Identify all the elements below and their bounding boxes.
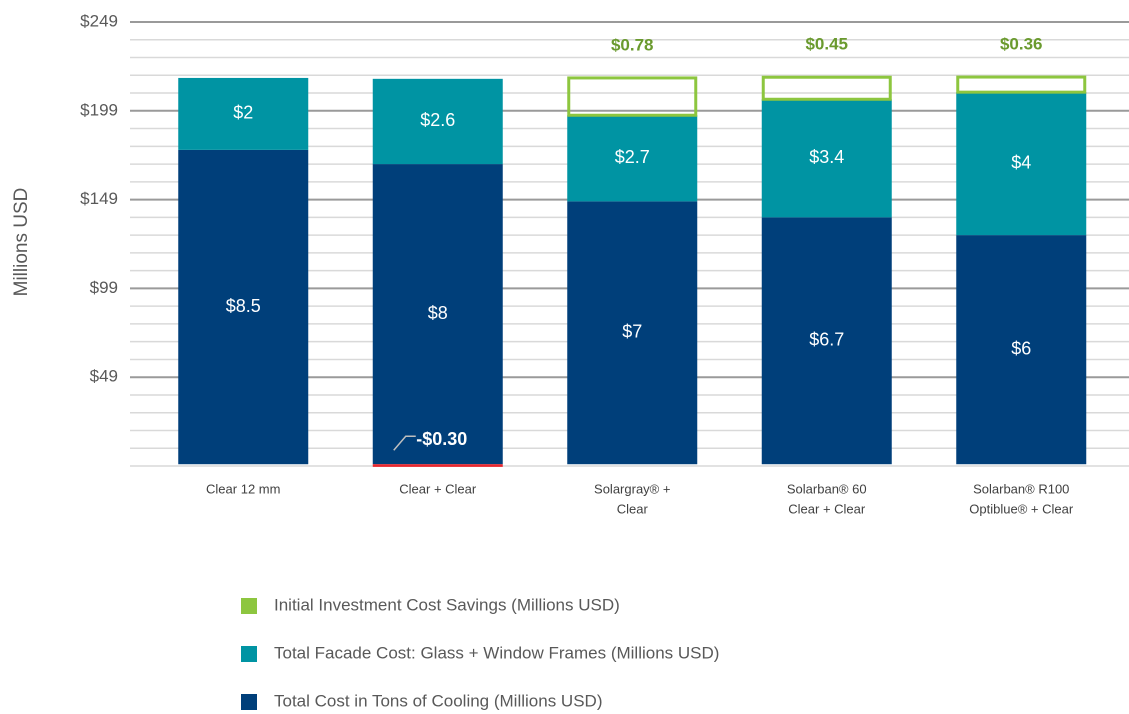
value-label: $2 (233, 103, 253, 123)
bar (761, 217, 892, 465)
y-tick-label: $249 (80, 11, 118, 30)
legend-swatch (241, 598, 257, 614)
savings-bar (761, 75, 892, 101)
value-label: $0.78 (611, 35, 654, 54)
y-tick-label: $99 (90, 278, 118, 297)
bar (567, 115, 698, 202)
bar (761, 99, 892, 218)
negative-savings-bar (372, 464, 503, 467)
value-label: $6 (1011, 338, 1031, 358)
bar (178, 149, 309, 465)
value-label: -$0.30 (416, 429, 467, 449)
savings-bar (956, 75, 1087, 94)
value-label: $4 (1011, 152, 1031, 172)
bar (956, 235, 1087, 465)
x-tick-label: Clear + Clear (788, 501, 866, 516)
legend-label: Total Cost in Tons of Cooling (Millions … (274, 691, 602, 710)
value-label: $8.5 (226, 296, 261, 316)
y-tick-label: $199 (80, 100, 118, 119)
x-tick-label: Solarban® 60 (787, 481, 867, 496)
bar (567, 201, 698, 465)
value-label: $7 (622, 322, 642, 342)
x-tick-label: Clear 12 mm (206, 481, 280, 496)
value-label: $2.7 (615, 147, 650, 167)
legend-label: Initial Investment Cost Savings (Million… (274, 595, 620, 614)
x-tick-label: Clear + Clear (399, 481, 477, 496)
value-label: $0.45 (805, 35, 848, 54)
y-tick-label: $149 (80, 189, 118, 208)
value-label: $6.7 (809, 330, 844, 350)
legend-label: Total Facade Cost: Glass + Window Frames… (274, 643, 719, 662)
bar (178, 77, 309, 150)
leader-line (393, 435, 416, 451)
y-axis-label: Millions USD (11, 188, 32, 297)
x-tick-label: Solarban® R100 (973, 481, 1069, 496)
value-label: $0.36 (1000, 35, 1043, 54)
value-label: $3.4 (809, 147, 844, 167)
x-tick-label: Clear (617, 501, 649, 516)
bar (956, 92, 1087, 236)
y-tick-label: $49 (90, 367, 118, 386)
value-label: $2.6 (420, 110, 455, 130)
legend-swatch (241, 694, 257, 710)
value-label: $8 (428, 303, 448, 323)
bar (372, 164, 503, 465)
x-tick-label: Optiblue® + Clear (969, 501, 1074, 516)
x-tick-label: Solargray® + (594, 481, 670, 496)
bar (372, 78, 503, 165)
savings-bar (567, 76, 698, 117)
legend-swatch (241, 646, 257, 662)
